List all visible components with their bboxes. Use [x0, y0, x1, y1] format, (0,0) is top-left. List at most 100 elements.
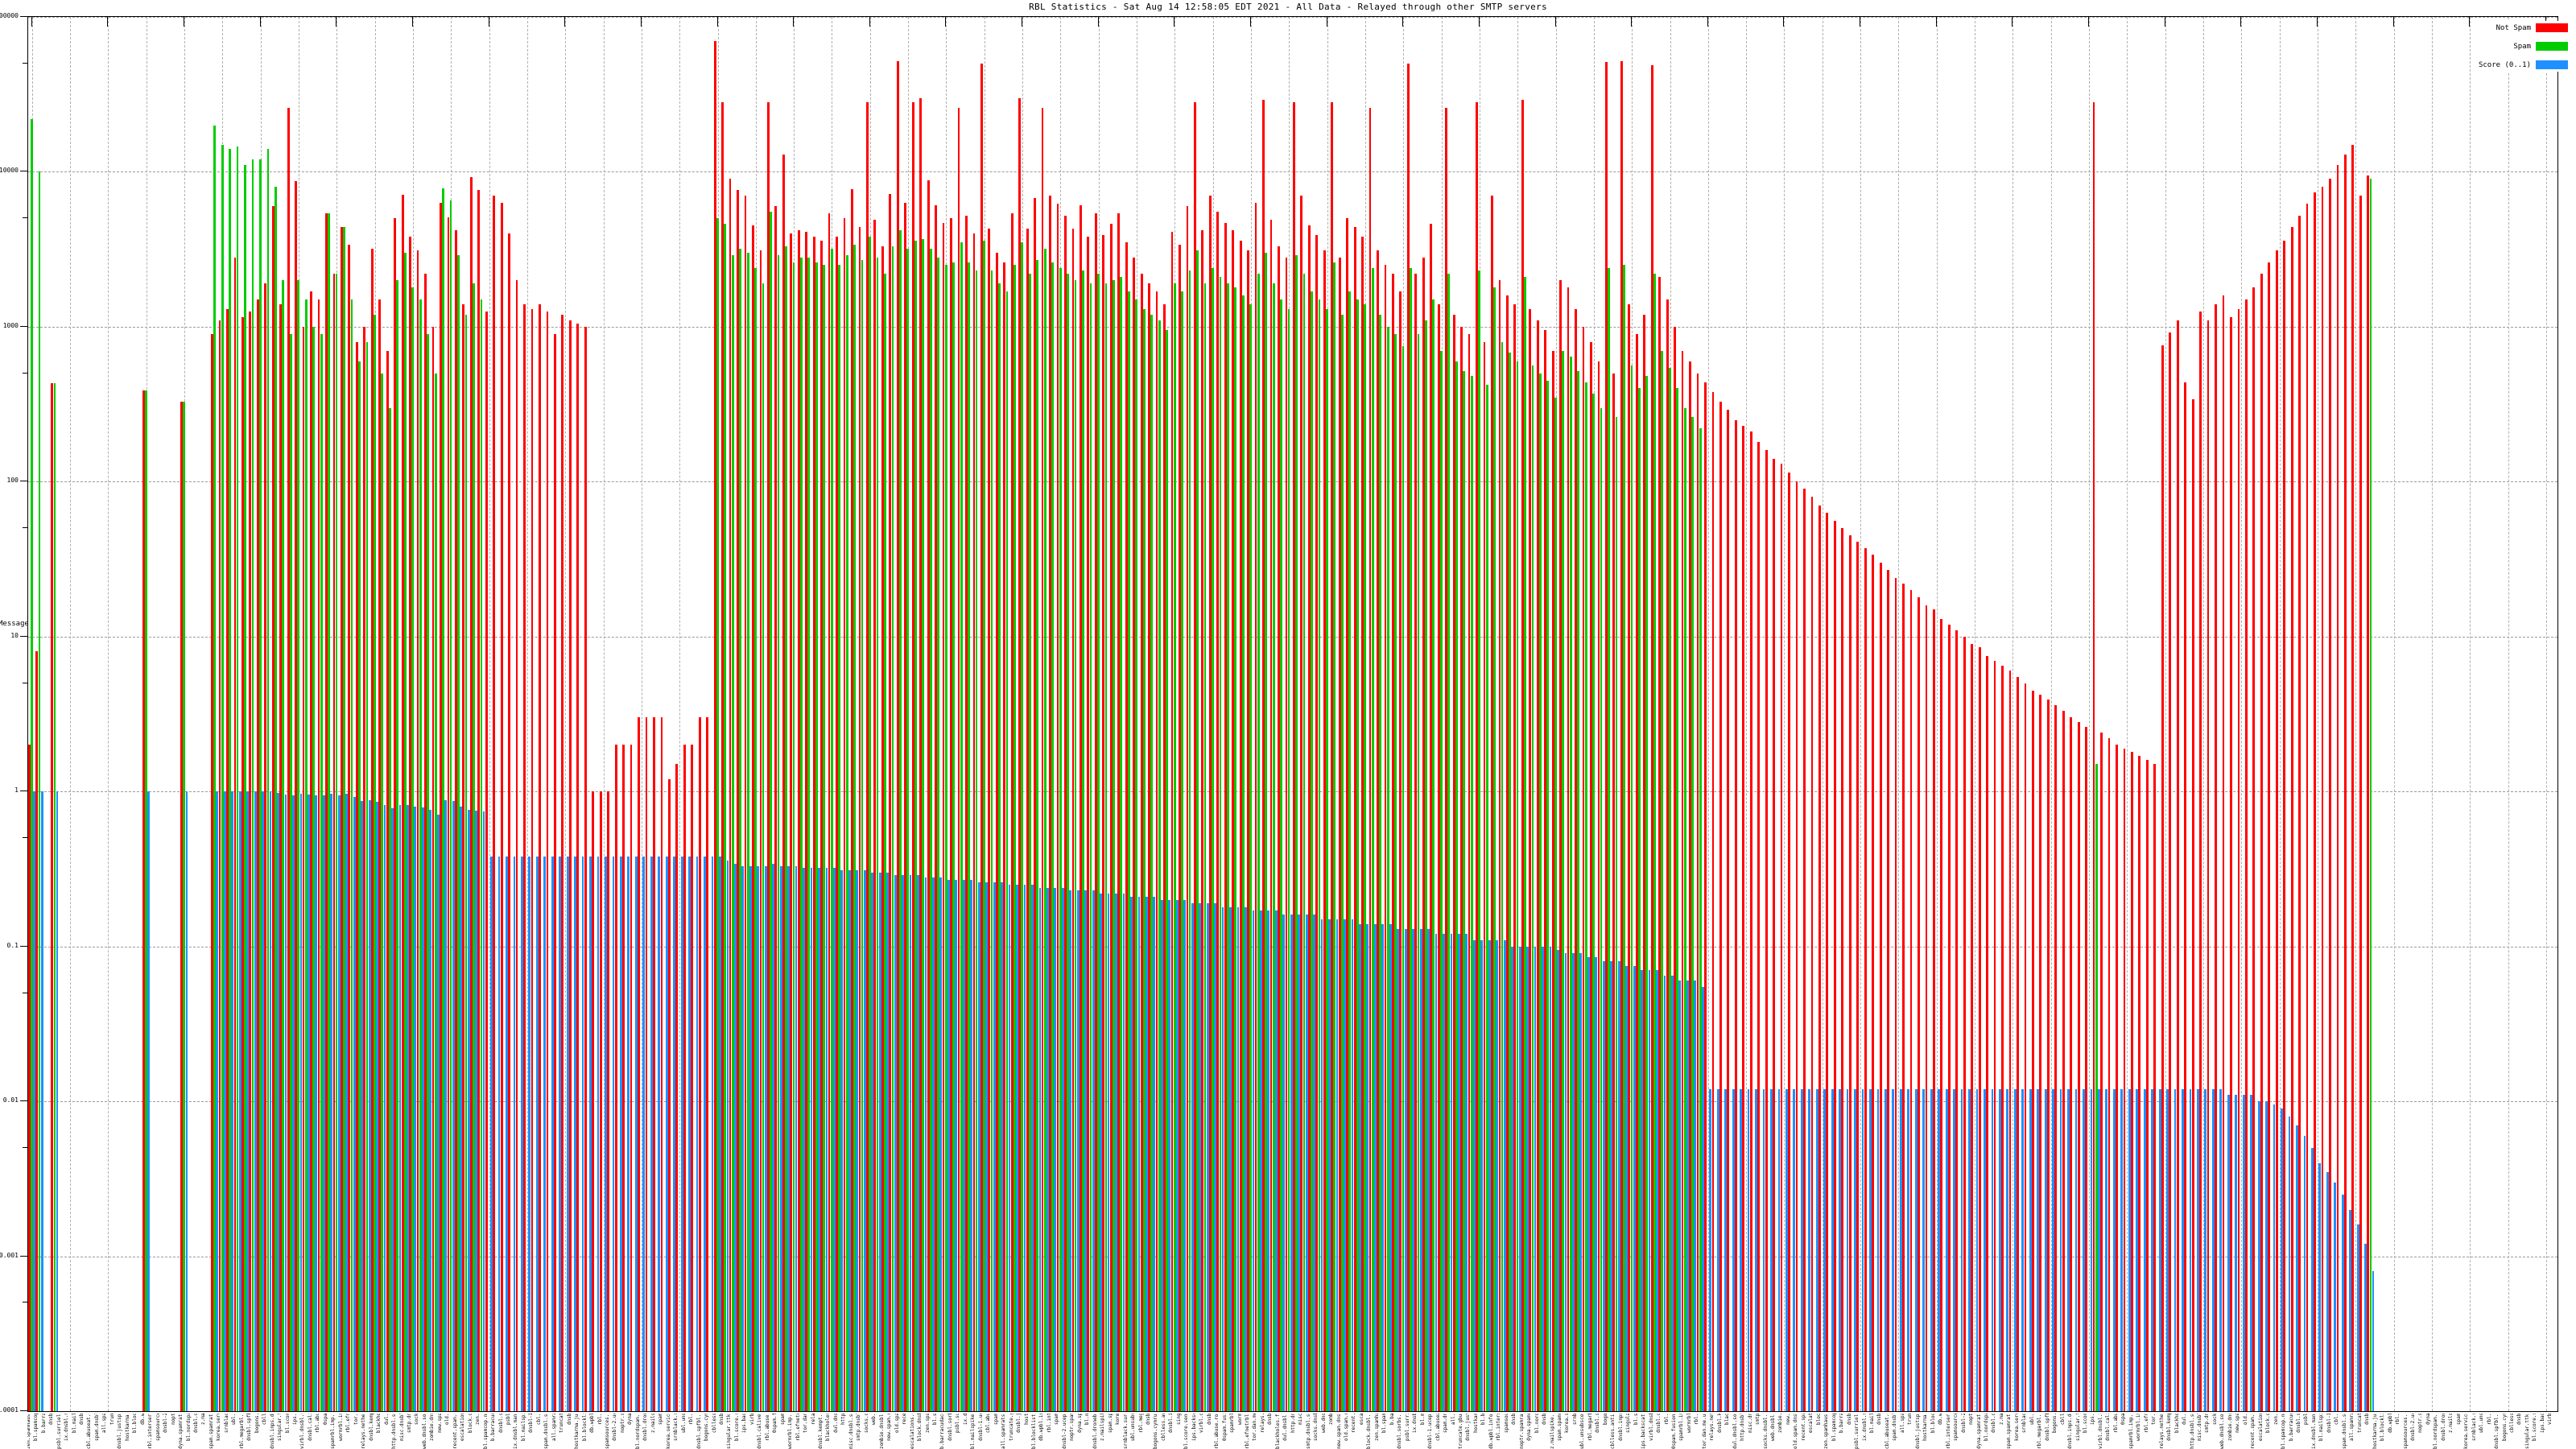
bar-group — [539, 17, 547, 1411]
bar-group — [1719, 17, 1728, 1411]
bar-spam — [427, 333, 430, 1411]
bar-group — [1567, 17, 1575, 1411]
x-axis-label: new.spam.dnsbl.sorbs.net 5 Hop — [2235, 1414, 2240, 1433]
bar-group — [2496, 17, 2504, 1411]
bar-spam — [1120, 276, 1123, 1411]
bar-score — [1922, 1088, 1926, 1411]
bar-score — [2197, 1088, 2199, 1411]
bar-score — [398, 804, 402, 1411]
bar-group — [233, 17, 242, 1411]
x-axis-label: dnsbl.calivent.com.pe 4 Hop — [1656, 1414, 1662, 1433]
x-axis-label: dnsbl.kempt.net 5 Hop — [2166, 1414, 2172, 1441]
bar-spam — [2095, 764, 2098, 1411]
bar-group — [150, 17, 157, 1411]
bar-group — [226, 17, 234, 1411]
bar-notspam — [691, 745, 694, 1411]
bar-score — [1526, 946, 1529, 1411]
bar-group — [1575, 17, 1583, 1411]
x-axis-label: block.dnsbl.sorbs.net 2 Hop — [917, 1414, 923, 1441]
bar-score — [772, 864, 775, 1411]
x-axis-label: dnsbl.sorbs.net 6 Hop — [2296, 1414, 2301, 1433]
bar-score — [1061, 887, 1064, 1411]
bar-score — [939, 877, 943, 1411]
bar-score — [1359, 923, 1361, 1411]
x-axis-label: rbl.interserver.net 6 Hop — [2395, 1414, 2401, 1425]
bar-group — [2382, 17, 2389, 1411]
bar-notspam — [1384, 265, 1387, 1411]
bar-notspam — [2321, 187, 2324, 1411]
bar-notspam — [546, 312, 549, 1411]
x-axis-label: dyna.spamrats.com 5 Hop — [1975, 1414, 1982, 1449]
bar-group — [2298, 17, 2306, 1411]
x-axis-label: noptr.spamrats.com 4 Hop — [1518, 1414, 1525, 1449]
bar-score — [993, 881, 996, 1411]
x-axis-label: rbl.efnetrbl.org 2 Hop — [795, 1414, 801, 1441]
x-axis-label: zombie.dnsbl.sorbs.net 4 Hop — [1777, 1414, 1783, 1433]
bar-notspam — [1368, 107, 1372, 1411]
bar-score — [1694, 980, 1697, 1411]
bar-score — [1945, 1088, 1948, 1411]
x-axis-label: z.mailspike.net 6 Hop — [2448, 1414, 2454, 1433]
x-axis-label: virbl.dnsbl.bit.nl 6 Hop — [2547, 1414, 2553, 1425]
x-axis-label: truncate.gbudb.net 6 Hop — [2357, 1414, 2363, 1433]
x-axis-label: cbl.abuseat.org 3 Hop — [985, 1414, 991, 1433]
bar-notspam — [584, 326, 587, 1411]
bar-group — [1331, 17, 1339, 1411]
bar-group — [2244, 17, 2253, 1411]
bar-score — [825, 868, 828, 1411]
x-axis-label: truncate.gbudb.net 3 Hop — [1009, 1414, 1014, 1441]
bar-notspam — [683, 745, 686, 1411]
bar-notspam — [1193, 102, 1196, 1411]
bar-notspam — [500, 203, 503, 1411]
bar-notspam — [477, 190, 481, 1411]
bar-notspam — [2367, 175, 2370, 1411]
x-tick-top — [411, 16, 413, 27]
bar-group — [561, 17, 569, 1411]
bar-notspam — [523, 303, 526, 1411]
x-axis-label: ubl.unsubscore.com 3 Hop — [1130, 1414, 1136, 1441]
x-axis-label: bl.spamcop.net 2 Hop — [482, 1414, 489, 1449]
bar-score — [1914, 1088, 1918, 1411]
x-axis-label: socks.dnsbl.sorbs.net 2 Hop — [864, 1414, 869, 1433]
bar-group — [683, 17, 691, 1411]
bar-notspam — [1810, 496, 1814, 1411]
bar-group — [2184, 17, 2192, 1411]
bar-group — [2359, 17, 2368, 1411]
bar-group — [645, 17, 653, 1411]
bar-notspam — [2024, 683, 2027, 1411]
bar-spam — [1600, 407, 1603, 1411]
bar-score — [330, 793, 333, 1411]
bar-spam — [899, 229, 902, 1411]
legend-item: Not Spam — [2496, 23, 2568, 32]
x-axis-label: hostkarma.junkemailfilter.com 4 Hop — [1473, 1414, 1479, 1433]
bar-spam — [1516, 361, 1519, 1411]
bar-notspam — [1879, 562, 1882, 1411]
x-axis-label: psbl.surriel.com 5 Hop — [1854, 1414, 1860, 1449]
x-axis-label: 0spam.fusionzero.com 5 Hop — [2120, 1414, 2126, 1425]
bar-spam — [838, 265, 841, 1411]
y-tick-major — [20, 325, 27, 327]
legend-label: Not Spam — [2496, 23, 2531, 32]
bar-group — [363, 17, 371, 1411]
bar-spam — [792, 262, 795, 1411]
bar-group — [2443, 17, 2450, 1411]
y-tick-minor — [23, 62, 27, 64]
x-axis-label: old.spam.dnsbl.sorbs.net 1 Hop — [444, 1414, 450, 1425]
x-axis-label: ubl.unsubscore.com 1 Hop — [231, 1414, 237, 1425]
bar-group — [2275, 17, 2283, 1411]
x-axis-label: bl.nordspam.com 3 Hop — [1084, 1414, 1090, 1425]
x-axis-label: dnsbl.sorbs.net 4 Hop — [1397, 1414, 1403, 1449]
bar-score — [262, 791, 264, 1411]
bar-spam — [1394, 333, 1397, 1411]
bar-spam — [388, 407, 391, 1411]
bar-group — [1010, 17, 1018, 1411]
bar-score — [1518, 946, 1521, 1411]
bar-notspam — [1963, 636, 1966, 1411]
x-axis-label: new.spam.dnsbl.sorbs.net 3 Hop — [1336, 1414, 1342, 1449]
bar-notspam — [378, 299, 382, 1411]
bar-group — [904, 17, 912, 1411]
y-tick-label: 10 — [10, 631, 19, 639]
x-axis-label: bl.spamcop.net 4 Hop — [1381, 1414, 1387, 1433]
bar-group — [2252, 17, 2260, 1411]
x-axis-label: dyna.spamrats.com 1 Hop — [178, 1414, 184, 1449]
